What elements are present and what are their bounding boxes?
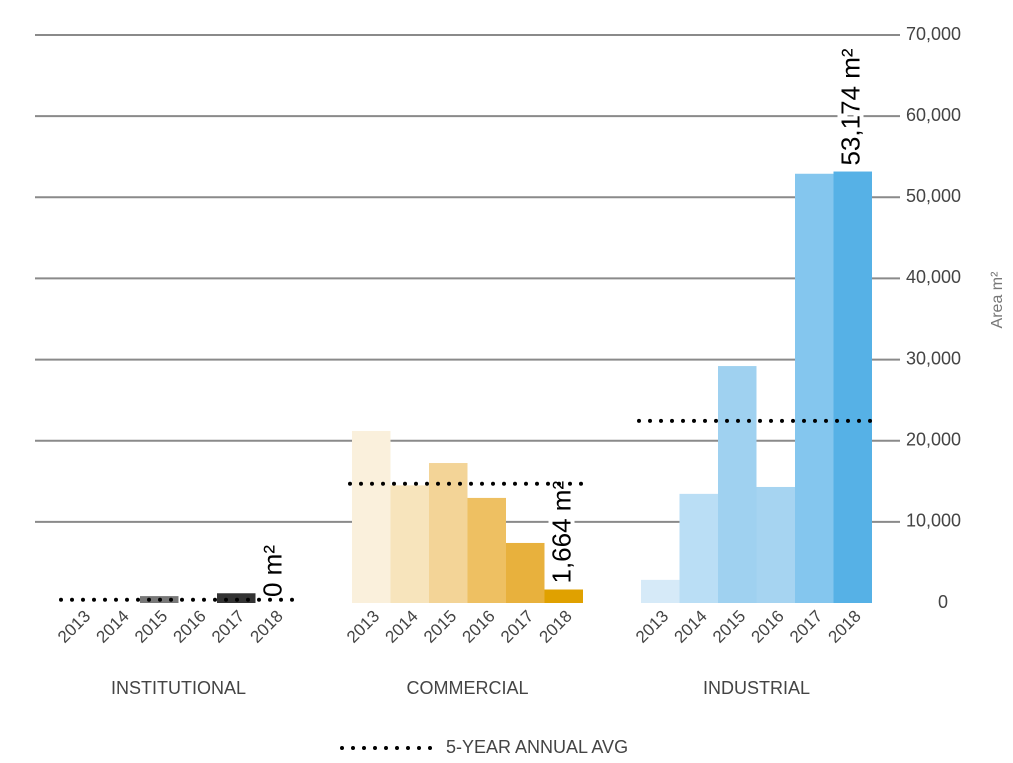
y-tick-label: 40,000	[906, 267, 961, 287]
x-tick-label: 2015	[131, 607, 171, 647]
bar	[718, 366, 757, 603]
bar	[544, 589, 583, 603]
x-tick-label: 2016	[459, 607, 499, 647]
bar	[756, 486, 795, 603]
y-tick-label: 0	[938, 592, 948, 612]
group-label: INDUSTRIAL	[703, 678, 810, 698]
group-label: COMMERCIAL	[406, 678, 528, 698]
bar	[679, 493, 718, 603]
y-tick-label: 20,000	[906, 429, 961, 449]
data-label: 53,174 m²	[836, 48, 866, 165]
bar	[795, 173, 834, 604]
x-tick-label: 2017	[786, 607, 826, 647]
x-tick-label: 2015	[709, 607, 749, 647]
y-tick-label: 50,000	[906, 186, 961, 206]
bar	[429, 463, 468, 603]
x-tick-label: 2013	[343, 607, 383, 647]
x-tick-label: 2015	[420, 607, 460, 647]
bar	[641, 579, 680, 603]
x-tick-label: 2018	[536, 607, 576, 647]
bar	[467, 497, 506, 603]
y-tick-label: 10,000	[906, 511, 961, 531]
x-tick-label: 2014	[671, 607, 711, 647]
x-tick-label: 2014	[93, 607, 133, 647]
x-tick-label: 2016	[748, 607, 788, 647]
grid	[35, 34, 900, 523]
y-axis-label: Area m²	[989, 271, 1006, 329]
x-tick-label: 2017	[497, 607, 537, 647]
data-label: 0 m²	[258, 545, 288, 597]
data-label: 1,664 m²	[547, 481, 577, 584]
y-tick-label: 60,000	[906, 105, 961, 125]
bar	[390, 485, 429, 603]
x-tick-label: 2018	[825, 607, 865, 647]
legend-label: 5-YEAR ANNUAL AVG	[446, 737, 628, 757]
group-label: INSTITUTIONAL	[111, 678, 246, 698]
bar	[506, 542, 545, 603]
x-tick-label: 2018	[247, 607, 287, 647]
x-tick-label: 2013	[632, 607, 672, 647]
x-tick-label: 2016	[170, 607, 210, 647]
y-tick-label: 70,000	[906, 24, 961, 44]
bar	[833, 171, 872, 603]
bar	[352, 430, 391, 603]
x-tick-label: 2013	[54, 607, 94, 647]
y-tick-label: 30,000	[906, 348, 961, 368]
x-tick-label: 2017	[208, 607, 248, 647]
x-tick-label: 2014	[382, 607, 422, 647]
